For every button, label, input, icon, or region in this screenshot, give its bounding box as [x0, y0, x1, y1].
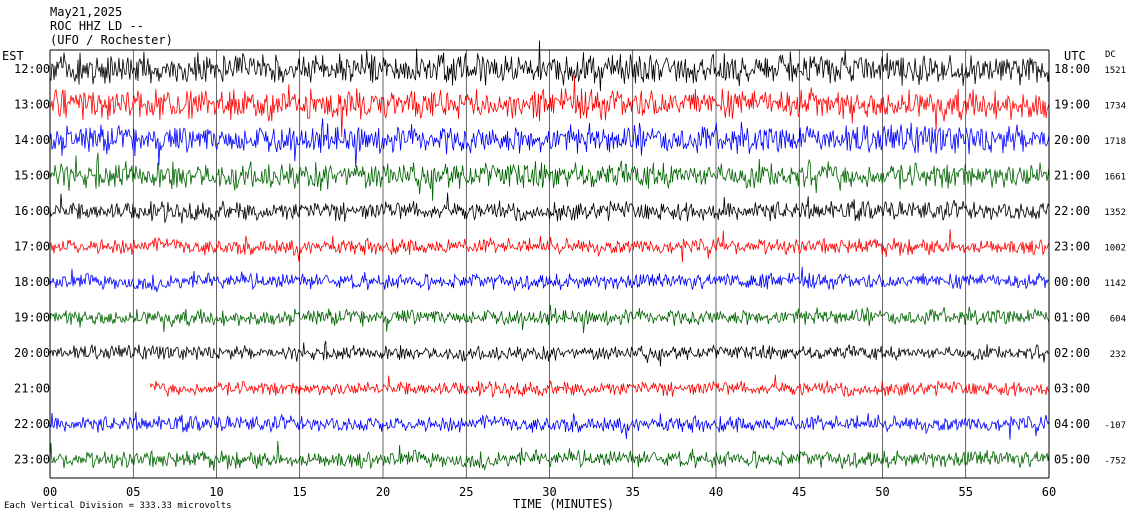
dc-value: 1718 — [1104, 137, 1126, 147]
est-label: 15:00 — [14, 169, 50, 183]
vertical-grid — [49, 50, 1050, 478]
est-label: 16:00 — [14, 204, 50, 218]
trace-1200 — [49, 40, 1050, 92]
right-axis-label: UTC — [1064, 49, 1086, 63]
dc-labels: 1521 1734 1718 1661 1352 1002 1142 604 232 -107 -7… — [1104, 66, 1126, 467]
est-label: 18:00 — [14, 275, 50, 289]
est-label: 12:00 — [14, 62, 50, 76]
footer-note: Each Vertical Division = 333.33 microvol… — [4, 501, 232, 511]
trace-1900 — [49, 305, 1050, 334]
trace-2300 — [49, 440, 1050, 472]
left-axis-label: EST — [2, 49, 24, 63]
utc-label: 02:00 — [1054, 346, 1090, 360]
utc-label: 18:00 — [1054, 62, 1090, 76]
est-label: 14:00 — [14, 133, 50, 147]
trace-2100 — [149, 374, 1050, 398]
trace-1400 — [49, 118, 1050, 168]
utc-label: 03:00 — [1054, 382, 1090, 396]
x-tick-label: 35 — [626, 485, 640, 499]
dc-value: 232 — [1110, 350, 1126, 360]
x-tick-label: 20 — [376, 485, 390, 499]
est-label: 22:00 — [14, 417, 50, 431]
header-location: (UFO / Rochester) — [50, 33, 173, 47]
trace-2200 — [49, 411, 1050, 440]
trace-1300 — [49, 76, 1050, 138]
dc-value: 1142 — [1104, 279, 1126, 289]
est-label: 23:00 — [14, 453, 50, 467]
utc-label: 01:00 — [1054, 311, 1090, 325]
dc-value: 1521 — [1104, 66, 1126, 76]
header-date: May21,2025 — [50, 5, 122, 19]
x-tick-label: 05 — [126, 485, 140, 499]
x-axis-label: TIME (MINUTES) — [513, 497, 614, 511]
trace-1500 — [49, 152, 1050, 201]
x-tick-label: 10 — [209, 485, 223, 499]
dc-value: 1661 — [1104, 173, 1126, 183]
utc-label: 00:00 — [1054, 275, 1090, 289]
dc-value: 1002 — [1104, 244, 1126, 254]
seismic-traces — [49, 40, 1050, 472]
dc-value: 1734 — [1104, 102, 1126, 112]
x-tick-label: 25 — [459, 485, 473, 499]
header-station: ROC HHZ LD -- — [50, 19, 144, 33]
est-label: 17:00 — [14, 240, 50, 254]
est-label: 20:00 — [14, 346, 50, 360]
x-tick-label: 40 — [709, 485, 723, 499]
x-tick-label: 00 — [43, 485, 57, 499]
dc-value: -107 — [1104, 421, 1126, 431]
dc-value: 604 — [1110, 315, 1126, 325]
trace-1800 — [49, 266, 1050, 293]
utc-label: 19:00 — [1054, 98, 1090, 112]
dc-label: DC — [1105, 50, 1116, 60]
x-tick-label: 50 — [875, 485, 889, 499]
est-label: 21:00 — [14, 382, 50, 396]
x-tick-label: 30 — [542, 485, 556, 499]
utc-label: 21:00 — [1054, 169, 1090, 183]
x-tick-label: 15 — [293, 485, 307, 499]
plot-frame — [49, 49, 1050, 479]
utc-label: 23:00 — [1054, 240, 1090, 254]
trace-2000 — [49, 340, 1050, 367]
utc-labels: 18:00 19:00 20:00 21:00 22:00 23:00 00:00 01:00… — [1054, 62, 1090, 467]
dc-value: -752 — [1104, 457, 1126, 467]
x-tick-label: 55 — [959, 485, 973, 499]
est-label: 19:00 — [14, 311, 50, 325]
trace-1700 — [49, 229, 1050, 263]
utc-label: 04:00 — [1054, 417, 1090, 431]
x-tick-label: 45 — [792, 485, 806, 499]
utc-label: 22:00 — [1054, 204, 1090, 218]
utc-label: 05:00 — [1054, 453, 1090, 467]
x-tick-labels: 00 05 10 15 20 25 30 35 40 45 50 55 60 — [43, 485, 1056, 499]
x-tick-label: 60 — [1042, 485, 1056, 499]
est-label: 13:00 — [14, 98, 50, 112]
utc-label: 20:00 — [1054, 133, 1090, 147]
est-labels: 12:00 13:00 14:00 15:00 16:00 17:00 18:00 19:00… — [14, 62, 50, 467]
dc-value: 1352 — [1104, 208, 1126, 218]
trace-1600 — [49, 192, 1050, 224]
